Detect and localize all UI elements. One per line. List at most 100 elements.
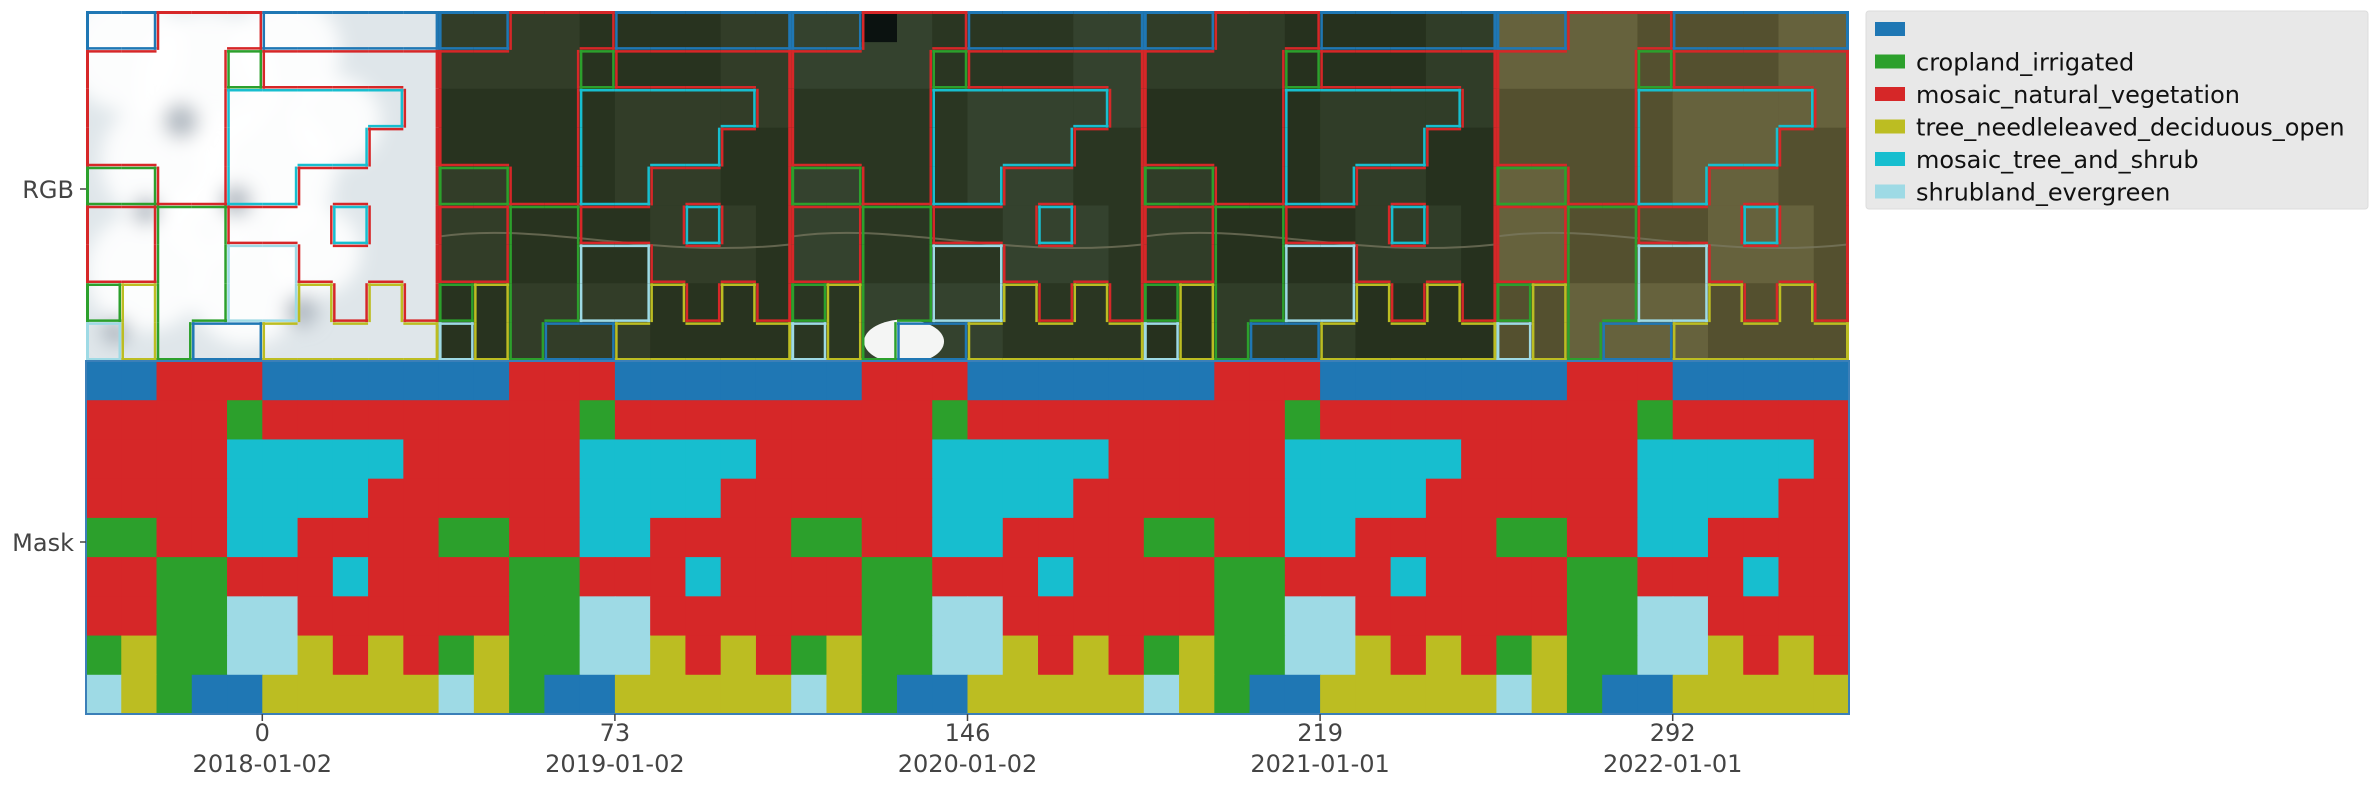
mask-cell	[1073, 557, 1110, 597]
mask-cell	[191, 635, 228, 676]
mask-cell	[1108, 400, 1145, 441]
mask-cell	[403, 439, 440, 480]
mask-cell	[1461, 361, 1497, 401]
mask-cell	[826, 439, 863, 480]
mask-cell	[1143, 517, 1180, 558]
mask-cell	[1743, 517, 1780, 558]
mask-cell	[791, 596, 828, 637]
x-tick-date: 2019-01-02	[545, 750, 684, 778]
mask-cell	[1038, 517, 1074, 558]
mask-cell	[1214, 635, 1251, 676]
mask-cell	[1179, 557, 1215, 597]
mask-cell	[403, 400, 440, 441]
x-tick-value: 73	[600, 719, 631, 747]
mask-cell	[1320, 517, 1356, 558]
mask-cell	[1461, 596, 1497, 637]
mask-cell	[650, 557, 687, 597]
mask-cell	[896, 674, 933, 715]
mask-cell	[1707, 517, 1744, 558]
mask-cell	[720, 517, 757, 558]
mask-cell	[1355, 400, 1392, 441]
mask-cell	[1073, 361, 1110, 401]
mask-cell	[1002, 478, 1039, 519]
mask-cell	[1461, 674, 1497, 715]
mask-cell	[967, 557, 1004, 597]
mask-cell	[791, 400, 828, 441]
mask-cell	[332, 557, 369, 597]
mask-cell	[685, 400, 722, 441]
mask-cell	[1496, 674, 1533, 715]
mask-cell	[473, 557, 510, 597]
mask-cell	[1108, 517, 1145, 558]
mask-cell	[1778, 439, 1815, 480]
mask-cell	[403, 517, 440, 558]
mask-cell	[1672, 478, 1709, 519]
mask-cell	[1284, 400, 1321, 441]
mask-cell	[227, 361, 263, 401]
mask-cell	[403, 674, 440, 715]
mask-cell	[1813, 596, 1850, 637]
mask-cell	[1179, 400, 1215, 441]
mask-cell	[156, 361, 193, 401]
mask-cell	[861, 635, 898, 676]
mask-cell	[1143, 674, 1180, 715]
mask-cell	[121, 557, 158, 597]
mask-cell	[332, 439, 369, 480]
mask-cell	[1707, 596, 1744, 637]
mask-cell	[86, 635, 122, 676]
mask-cell	[332, 517, 369, 558]
mask-cell	[1672, 439, 1709, 480]
mask-cell	[1038, 596, 1074, 637]
mask-cell	[227, 635, 263, 676]
mask-cell	[1461, 439, 1497, 480]
mask-cell	[685, 635, 722, 676]
mask-cell	[1355, 439, 1392, 480]
mask-cell	[614, 674, 651, 715]
mask-cell	[1707, 478, 1744, 519]
mask-cell	[297, 400, 334, 441]
mask-cell	[1461, 400, 1497, 441]
mask-cell	[861, 400, 898, 441]
mask-cell	[1355, 478, 1392, 519]
mask-cell	[262, 635, 299, 676]
mask-cell	[1214, 517, 1251, 558]
mask-cell	[1002, 439, 1039, 480]
mask-cell	[509, 635, 545, 676]
mask-cell	[1355, 557, 1392, 597]
mask-cell	[1637, 400, 1674, 441]
mask-cell	[332, 596, 369, 637]
mask-cell	[826, 517, 863, 558]
mask-cell	[1038, 674, 1074, 715]
mask-cell	[156, 478, 193, 519]
mask-cell	[1179, 635, 1215, 676]
mask-cell	[1284, 361, 1321, 401]
mask-cell	[791, 439, 828, 480]
mask-cell	[1214, 400, 1251, 441]
mask-cell	[1602, 400, 1639, 441]
legend-label: mosaic_tree_and_shrub	[1916, 146, 2199, 174]
mask-cell	[685, 557, 722, 597]
mask-cell	[1179, 596, 1215, 637]
mask-cell	[1496, 439, 1533, 480]
mask-cell	[1672, 557, 1709, 597]
mask-cell	[685, 478, 722, 519]
mask-cell	[1743, 478, 1780, 519]
legend-label: mosaic_natural_vegetation	[1916, 81, 2240, 109]
mask-cell	[544, 478, 581, 519]
mask-cell	[156, 635, 193, 676]
mask-cell	[967, 361, 1004, 401]
mask-cell	[1602, 439, 1639, 480]
mask-cell	[896, 400, 933, 441]
mask-panel	[86, 361, 1850, 715]
mask-cell	[227, 478, 263, 519]
mask-cell	[1602, 478, 1639, 519]
mask-cell	[1108, 557, 1145, 597]
mask-cell	[368, 674, 404, 715]
mask-cell	[297, 517, 334, 558]
mask-cell	[297, 361, 334, 401]
mask-cell	[1143, 635, 1180, 676]
mask-cell	[438, 557, 475, 597]
mask-cell	[650, 361, 687, 401]
legend-frame	[1865, 10, 2369, 210]
mask-cell	[438, 674, 475, 715]
